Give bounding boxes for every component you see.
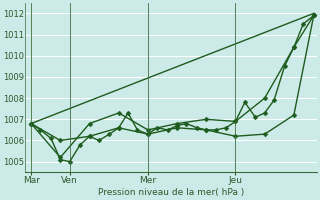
X-axis label: Pression niveau de la mer( hPa ): Pression niveau de la mer( hPa ) [98,188,244,197]
